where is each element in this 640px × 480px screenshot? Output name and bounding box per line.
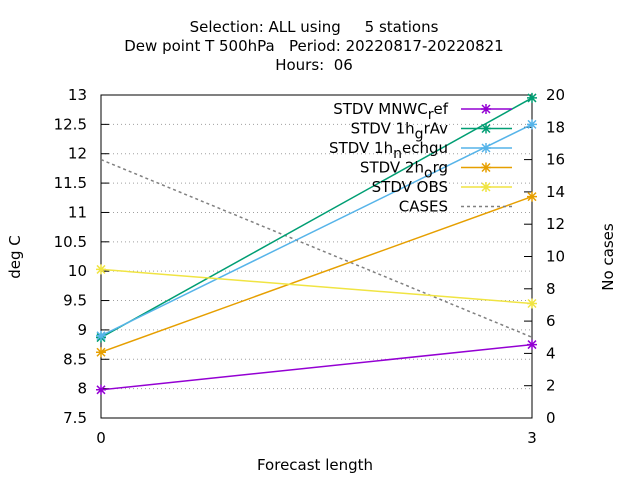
- data-point: [527, 92, 537, 103]
- data-point: [96, 384, 106, 395]
- y-tick-label: 10.5: [54, 233, 87, 251]
- y-tick-label: 10: [68, 262, 87, 280]
- legend-marker: [481, 182, 491, 192]
- series-2: [96, 119, 537, 341]
- data-point: [527, 298, 537, 309]
- y-tick-label: 9.5: [63, 292, 87, 310]
- title-line: Selection: ALL using 5 stations: [190, 18, 439, 36]
- legend-item: STDV OBS: [372, 178, 512, 196]
- data-point: [527, 119, 537, 130]
- y-tick-label: 8: [77, 380, 87, 398]
- series-4: [96, 264, 537, 309]
- y-tick-label: 11.5: [54, 174, 87, 192]
- title-line: Hours: 06: [275, 56, 353, 74]
- y2-tick-label: 14: [546, 183, 565, 201]
- y2-tick-label: 8: [546, 280, 556, 298]
- grid: [101, 123, 532, 390]
- legend-item: CASES: [399, 198, 512, 216]
- y-tick-label: 7.5: [63, 409, 87, 427]
- legend-marker: [481, 104, 491, 114]
- y2-tick-label: 12: [546, 215, 565, 233]
- legend-marker: [481, 143, 491, 153]
- y2-axis-label: No cases: [599, 223, 617, 291]
- y-tick-label: 13: [68, 86, 87, 104]
- y-tick-label: 12: [68, 145, 87, 163]
- data-point: [527, 191, 537, 202]
- legend-label: STDV OBS: [372, 178, 448, 196]
- x-tick-label: 3: [527, 429, 537, 447]
- data-point: [96, 330, 106, 341]
- series-line: [100, 195, 533, 353]
- y-tick-label: 11: [68, 203, 87, 221]
- legend-item: STDV 2horg: [360, 159, 512, 182]
- legend-label: STDV 1hnechgu: [329, 139, 448, 162]
- series-line: [100, 123, 533, 337]
- y2-tick-label: 20: [546, 86, 565, 104]
- legend-marker: [481, 123, 491, 134]
- data-point: [527, 339, 537, 350]
- y-axis: 7.5 8 8.5 9 9.5 10 10.5 11 11.5 12 12.5 13: [54, 86, 109, 427]
- y-axis-label: deg C: [6, 235, 24, 279]
- y2-tick-label: 10: [546, 248, 565, 266]
- plot-frame: [100, 94, 533, 419]
- series-line: [100, 97, 533, 339]
- y-tick-label: 9: [77, 321, 87, 339]
- legend-marker: [481, 162, 491, 173]
- legend-label: STDV MNWCref: [333, 100, 448, 123]
- series-layer: [96, 92, 537, 395]
- series-3: [96, 191, 537, 358]
- y2-tick-label: 0: [546, 409, 556, 427]
- series-line: [100, 158, 533, 338]
- y2-tick-label: 16: [546, 151, 565, 169]
- series-5: [100, 158, 533, 338]
- series-0: [96, 339, 537, 395]
- data-point: [96, 347, 106, 358]
- y2-tick-label: 4: [546, 344, 556, 362]
- series-line: [100, 268, 533, 305]
- series-line: [100, 343, 533, 391]
- legend-label: STDV 1hgrAv: [351, 120, 449, 143]
- title-line: Dew point T 500hPa Period: 20220817-2022…: [124, 37, 503, 55]
- legend-label: STDV 2horg: [360, 159, 448, 182]
- x-tick-label: 0: [96, 429, 106, 447]
- y2-tick-label: 2: [546, 377, 556, 395]
- x-axis-label: Forecast length: [257, 456, 373, 474]
- y2-tick-label: 18: [546, 118, 565, 136]
- y-tick-label: 8.5: [63, 350, 87, 368]
- legend-label: CASES: [399, 198, 448, 216]
- legend-item: STDV 1hnechgu: [329, 139, 512, 162]
- legend-item: STDV MNWCref: [333, 100, 512, 123]
- data-point: [96, 264, 106, 275]
- y2-axis: 0 2 4 6 8 10 12 14 16 18 20: [524, 86, 565, 427]
- legend-item: STDV 1hgrAv: [351, 120, 512, 143]
- y2-tick-label: 6: [546, 312, 556, 330]
- y-tick-label: 12.5: [54, 115, 87, 133]
